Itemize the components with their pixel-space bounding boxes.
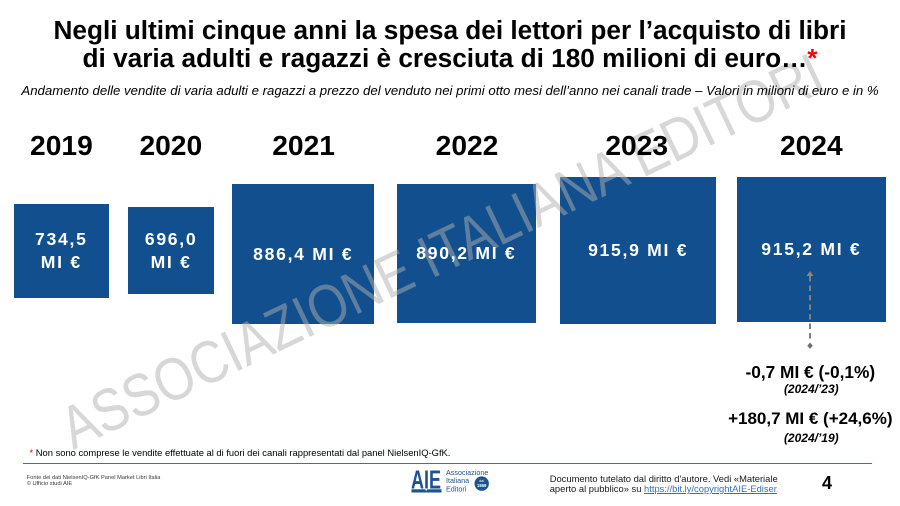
svg-text:dal: dal: [479, 479, 484, 483]
svg-text:Editori: Editori: [446, 484, 467, 493]
svg-text:Italiana: Italiana: [446, 476, 469, 485]
svg-text:Associazione: Associazione: [446, 468, 488, 477]
svg-text:1869: 1869: [477, 483, 487, 488]
